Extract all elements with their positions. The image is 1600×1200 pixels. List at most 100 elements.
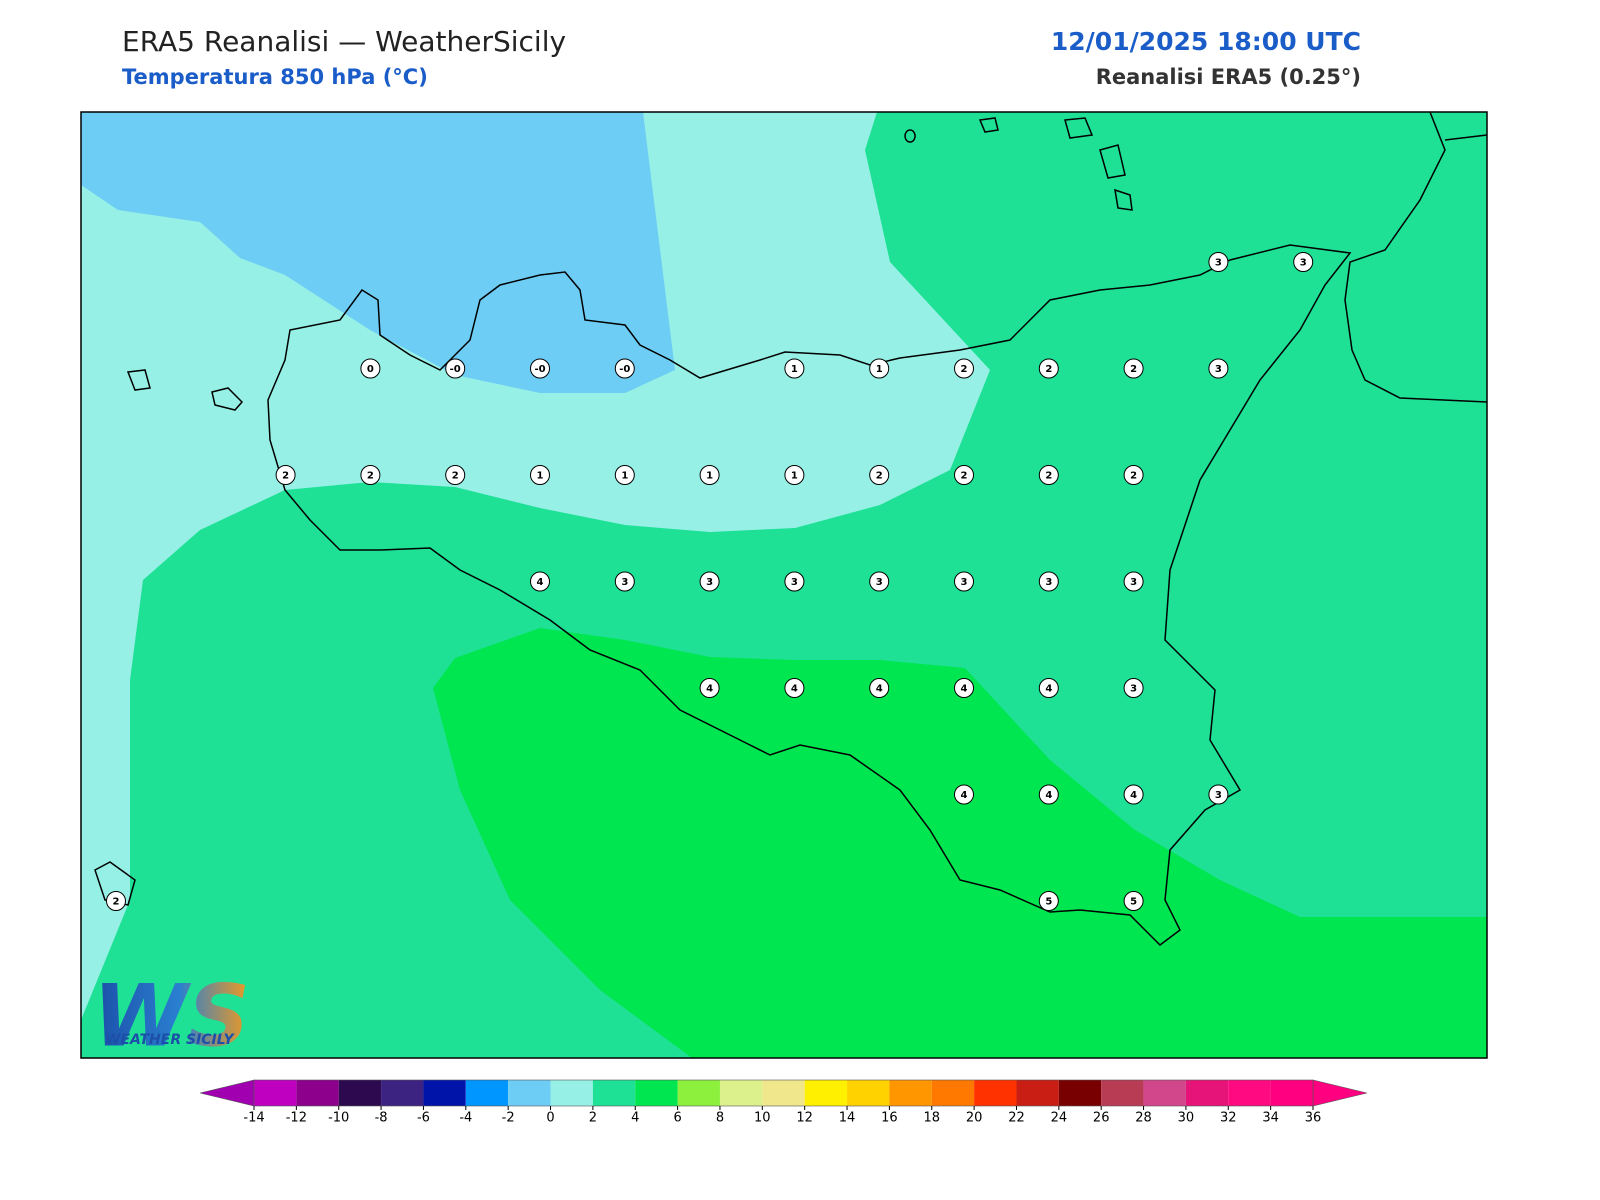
colorbar-tick-label: 12 bbox=[796, 1111, 813, 1126]
station-marker bbox=[1038, 465, 1059, 485]
colorbar-tick-label: -6 bbox=[417, 1111, 430, 1126]
station-marker bbox=[869, 571, 890, 592]
station-value: 3 bbox=[876, 577, 883, 588]
station-value: 3 bbox=[1130, 577, 1137, 588]
station-marker bbox=[869, 465, 890, 485]
station-marker bbox=[699, 465, 720, 485]
station-value: 4 bbox=[961, 684, 968, 695]
station-marker bbox=[784, 465, 805, 485]
station-marker bbox=[614, 358, 635, 379]
source: Reanalisi ERA5 (0.25°) bbox=[1096, 65, 1361, 89]
colorbar-bin bbox=[804, 1080, 848, 1106]
colorbar-bin bbox=[1058, 1080, 1102, 1106]
colorbar-tick-label: -2 bbox=[502, 1111, 515, 1126]
colorbar-bin bbox=[635, 1080, 678, 1106]
station-marker bbox=[784, 571, 805, 592]
colorbar-tick-label: 0 bbox=[546, 1111, 554, 1126]
colorbar-bin bbox=[254, 1080, 297, 1106]
station-value: 4 bbox=[1045, 790, 1052, 801]
station-marker bbox=[1038, 784, 1059, 805]
colorbar-tick-label: 16 bbox=[881, 1111, 898, 1126]
logo-mark: WS bbox=[93, 966, 250, 1066]
subtitle: Temperatura 850 hPa (°C) bbox=[122, 65, 428, 89]
station-value: 3 bbox=[961, 577, 968, 588]
station-marker bbox=[699, 571, 720, 592]
colorbar-bin bbox=[1143, 1080, 1186, 1106]
colorbar-tick-label: 20 bbox=[966, 1111, 983, 1126]
station-value: -0 bbox=[619, 364, 630, 375]
station-marker bbox=[954, 678, 974, 698]
sicily-coast bbox=[267, 244, 1352, 946]
colorbar-bin bbox=[381, 1080, 424, 1106]
station-marker bbox=[1123, 891, 1144, 911]
station-marker bbox=[869, 358, 890, 379]
colorbar-tick-label: 18 bbox=[923, 1111, 940, 1126]
colorbar-bin bbox=[465, 1080, 509, 1106]
islands bbox=[94, 117, 1133, 906]
station-value: 4 bbox=[1045, 684, 1052, 695]
station-marker bbox=[1208, 358, 1229, 379]
colorbar-tick-label: -10 bbox=[328, 1111, 349, 1126]
colorbar-under bbox=[199, 1079, 255, 1107]
station-value: 4 bbox=[791, 684, 798, 695]
colorbar-tick-label: 22 bbox=[1008, 1111, 1025, 1126]
colorbar-tick-label: -14 bbox=[243, 1111, 264, 1126]
station-value: 1 bbox=[791, 471, 798, 482]
station-marker bbox=[1123, 571, 1144, 592]
colorbar-bin bbox=[889, 1080, 932, 1106]
station-value: 2 bbox=[961, 364, 968, 375]
station-marker bbox=[106, 891, 126, 911]
colorbar-bin bbox=[974, 1080, 1017, 1106]
colorbar-tick-label: -4 bbox=[459, 1111, 472, 1126]
colorbar-tick-label: 26 bbox=[1093, 1111, 1110, 1126]
station-value: 3 bbox=[1300, 258, 1307, 269]
colorbar-bin bbox=[931, 1080, 975, 1106]
colorbar-tick-label: 30 bbox=[1178, 1111, 1195, 1126]
colorbar-over bbox=[1312, 1079, 1368, 1107]
colorbar-tick-label: -8 bbox=[375, 1111, 388, 1126]
colorbar-tick-label: 14 bbox=[839, 1111, 856, 1126]
station-value: 1 bbox=[706, 471, 713, 482]
station-marker bbox=[1123, 678, 1144, 698]
station-value: 4 bbox=[706, 684, 713, 695]
title: ERA5 Reanalisi — WeatherSicily bbox=[122, 25, 566, 58]
colorbar-bin bbox=[1228, 1080, 1271, 1106]
colorbar-bin bbox=[1016, 1080, 1059, 1106]
station-value: 4 bbox=[876, 684, 883, 695]
station-value: 2 bbox=[876, 471, 883, 482]
station-value: 3 bbox=[1215, 364, 1222, 375]
station-marker bbox=[1208, 252, 1229, 272]
station-marker bbox=[869, 678, 890, 698]
station-value: 3 bbox=[1130, 684, 1137, 695]
station-marker bbox=[614, 571, 635, 592]
station-marker bbox=[954, 465, 974, 485]
station-value: 1 bbox=[876, 364, 883, 375]
station-value: 2 bbox=[367, 471, 374, 482]
station-marker bbox=[784, 358, 805, 379]
station-marker bbox=[530, 465, 550, 485]
map bbox=[81, 112, 1487, 1058]
station-marker bbox=[614, 465, 635, 485]
station-value: 3 bbox=[1045, 577, 1052, 588]
datetime: 12/01/2025 18:00 UTC bbox=[1051, 27, 1361, 56]
colorbar-bin bbox=[592, 1080, 636, 1106]
colorbar-tick-label: 36 bbox=[1305, 1111, 1322, 1126]
colorbar-bin bbox=[847, 1080, 890, 1106]
colorbar-bin bbox=[1270, 1080, 1313, 1106]
station-value: 5 bbox=[1130, 897, 1137, 908]
field-minus2-0 bbox=[81, 112, 675, 393]
colorbar-bin bbox=[1101, 1080, 1144, 1106]
colorbar-tick-label: 8 bbox=[716, 1111, 724, 1126]
station-value: 1 bbox=[537, 471, 544, 482]
colorbar-tick-label: -12 bbox=[286, 1111, 307, 1126]
colorbar-bin bbox=[762, 1080, 805, 1106]
station-value: 4 bbox=[961, 790, 968, 801]
station-value: 2 bbox=[961, 471, 968, 482]
station-value: 3 bbox=[791, 577, 798, 588]
station-marker bbox=[1123, 465, 1144, 485]
colorbar-bin bbox=[423, 1080, 466, 1106]
station-value: 4 bbox=[1130, 790, 1137, 801]
station-marker bbox=[1293, 252, 1314, 272]
